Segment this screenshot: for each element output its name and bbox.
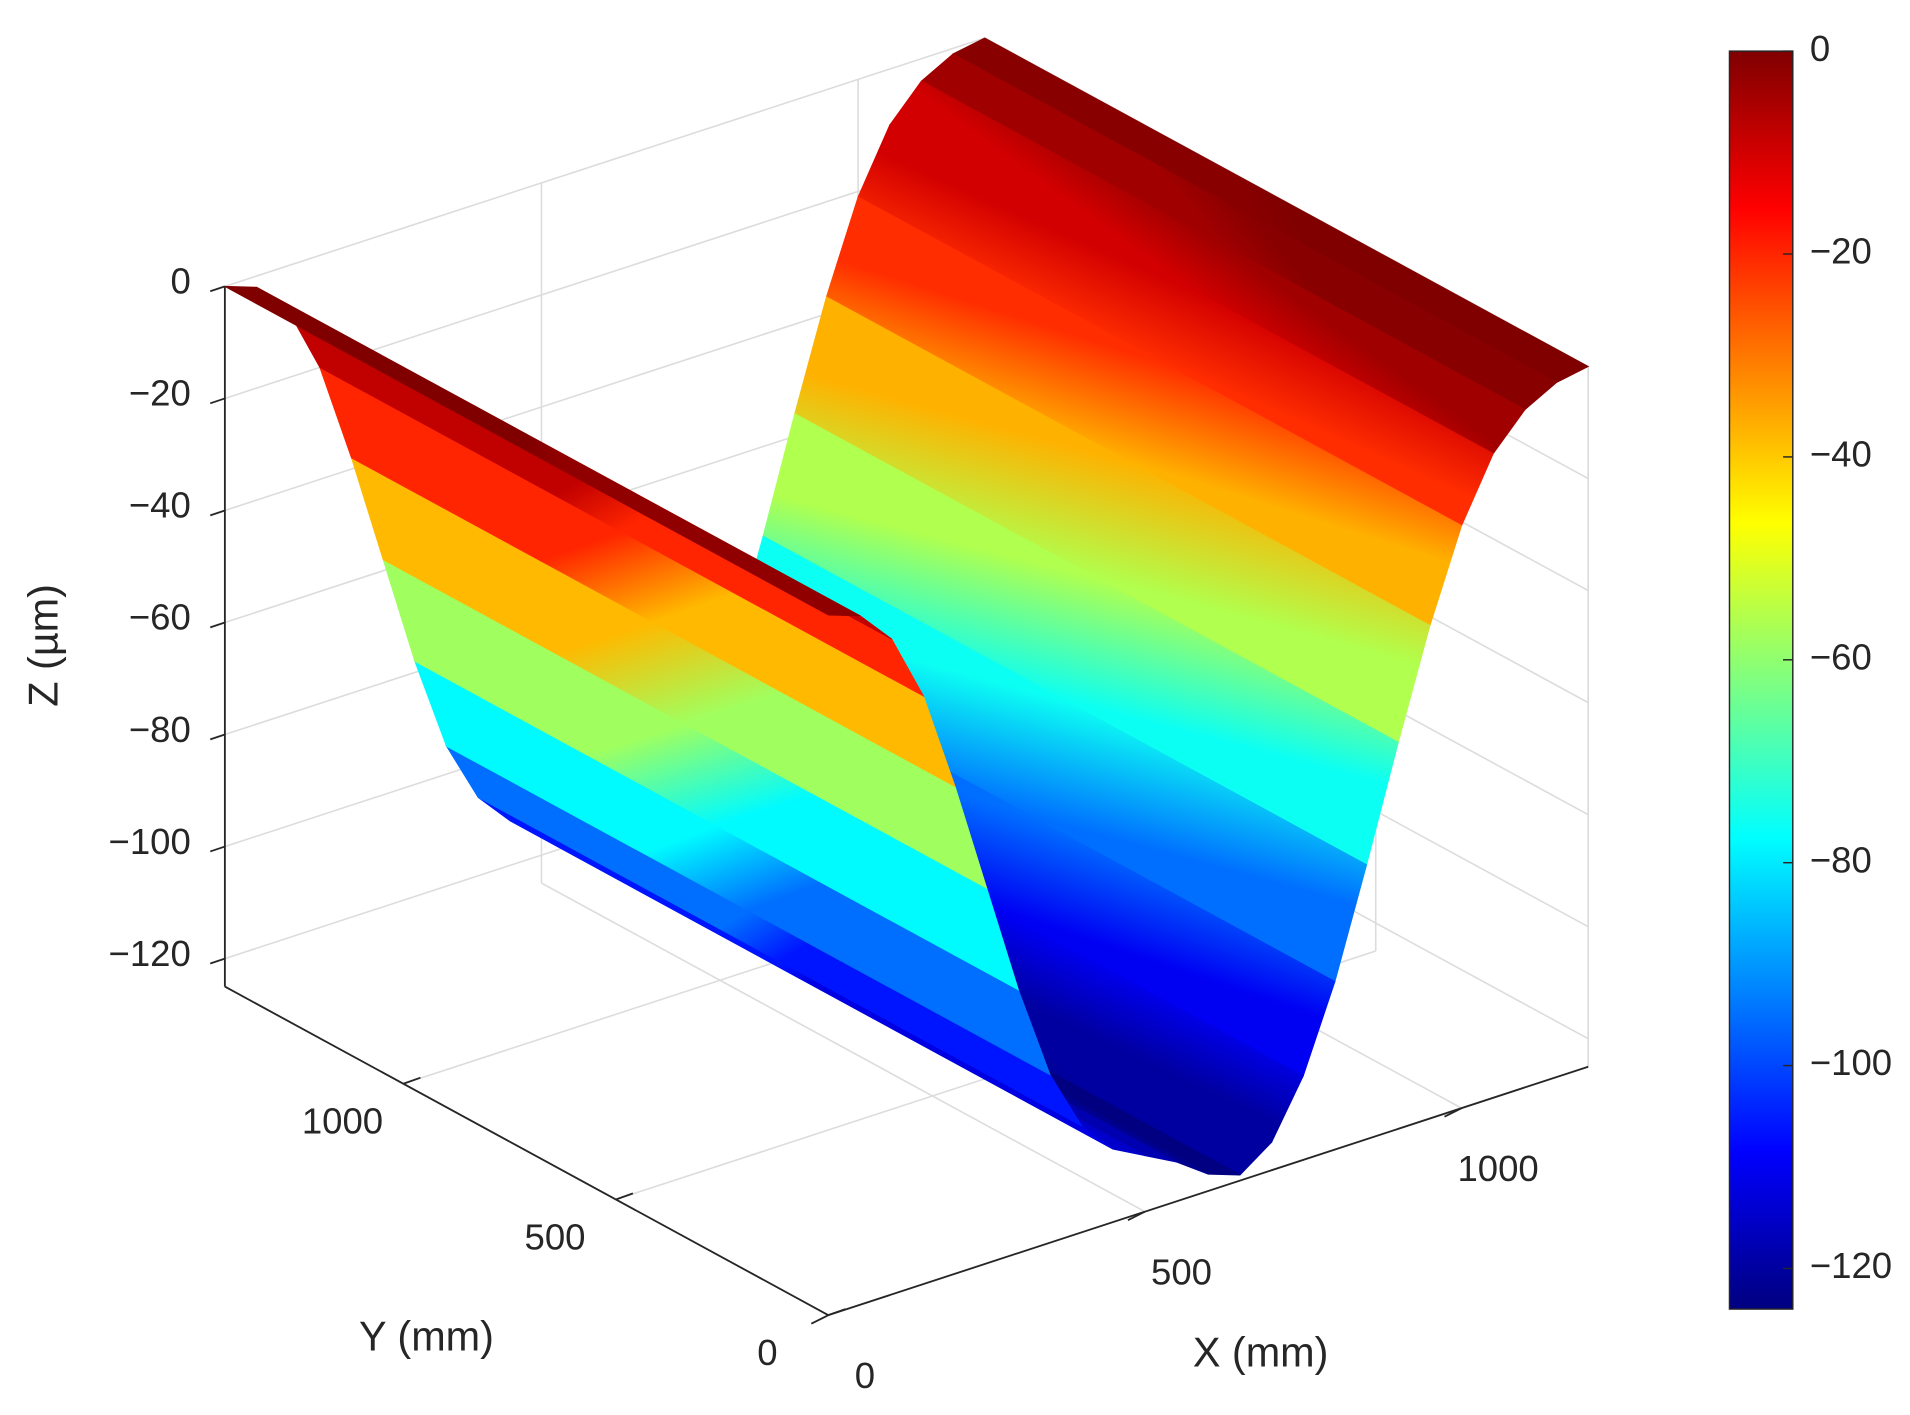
y-tick (615, 1192, 634, 1201)
y-tick-label: 500 (525, 1216, 586, 1257)
y-axis (224, 985, 829, 1316)
colorbar-tick-label: −80 (1810, 839, 1872, 880)
colorbar: −120 −100 −80 −60 −40 −20 0 (1728, 28, 1892, 1310)
y-axis-label: Y (mm) (359, 1313, 494, 1359)
y-tick (403, 1076, 421, 1085)
z-tick (209, 397, 226, 405)
colorbar-tick-label: −40 (1810, 434, 1872, 475)
colorbar-tick-label: 0 (1810, 28, 1830, 69)
z-tick (209, 733, 226, 741)
x-tick-label: 0 (855, 1355, 875, 1396)
x-axis (828, 1065, 1589, 1317)
colorbar-tick-label: −20 (1810, 231, 1872, 272)
z-tick (209, 957, 226, 965)
z-axis-label: Z (µm) (21, 584, 67, 707)
z-tick (209, 285, 226, 293)
colorbar-tick-label: −100 (1810, 1042, 1892, 1083)
z-tick-label: −120 (109, 933, 191, 974)
z-tick-label: −80 (129, 709, 191, 750)
surface (224, 37, 1590, 1176)
z-tick (209, 845, 226, 853)
z-tick (209, 509, 226, 517)
z-tick-label: −20 (129, 373, 191, 414)
x-axis-label: X (mm) (1193, 1329, 1329, 1375)
surface-strip (224, 285, 861, 617)
x-tick-label: 1000 (1457, 1148, 1538, 1189)
colorbar-scale (1728, 50, 1794, 1310)
colorbar-tick-label: −60 (1810, 636, 1872, 677)
z-tick-label: 0 (170, 261, 190, 302)
grid-line (224, 37, 985, 288)
colorbar-tick-label: −120 (1810, 1245, 1892, 1286)
z-tick (209, 621, 226, 629)
axes: 0 500 1000 0 500 1000 −120 −100 −80 −60 −40 −20 0 (109, 261, 1589, 1396)
x-tick (810, 1314, 829, 1325)
z-tick-label: −40 (129, 485, 191, 526)
grid-line (541, 882, 1146, 1213)
y-tick-label: 0 (757, 1332, 777, 1373)
z-tick-label: −100 (109, 821, 191, 862)
x-tick-label: 500 (1151, 1252, 1212, 1293)
y-tick-label: 1000 (302, 1101, 383, 1142)
z-tick-label: −60 (129, 597, 191, 638)
